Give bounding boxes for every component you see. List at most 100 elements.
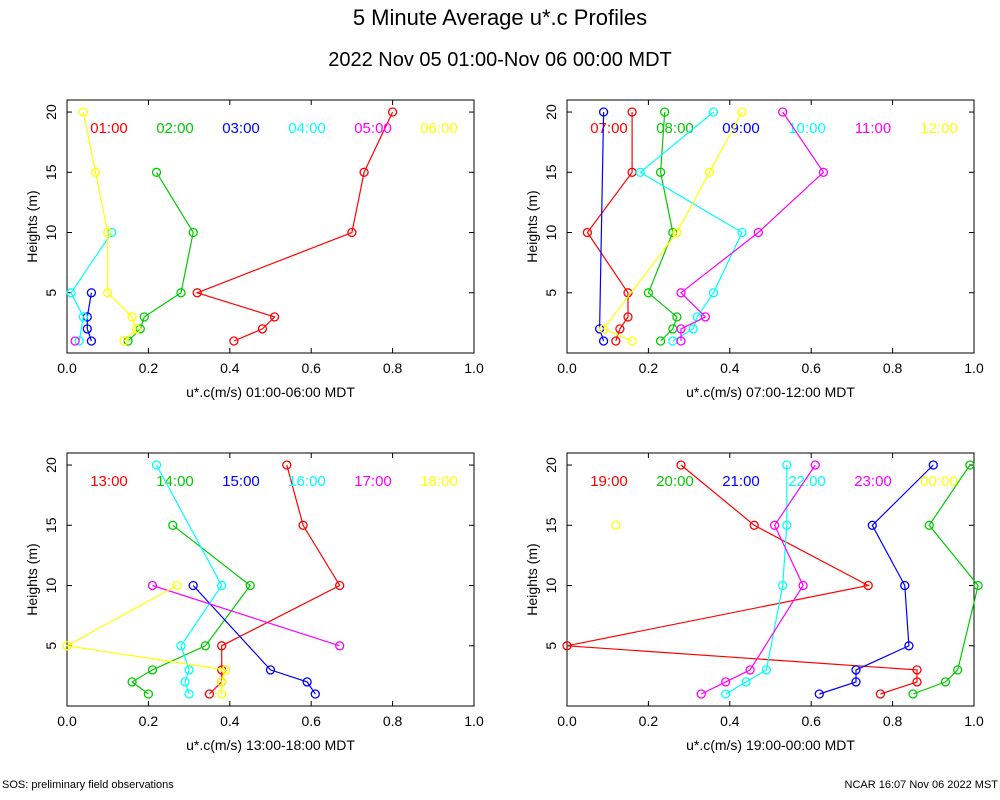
data-point <box>924 520 934 530</box>
data-point <box>912 665 922 675</box>
data-point <box>200 641 211 651</box>
series-0500 <box>70 336 80 346</box>
figure-subtitle: 2022 Nov 05 01:00-Nov 06 00:00 MDT <box>328 49 672 71</box>
data-point <box>74 336 84 346</box>
x-tick-label: 1.0 <box>964 713 984 729</box>
x-tick-label: 0.4 <box>220 360 240 376</box>
data-point <box>184 665 194 675</box>
x-tick-label: 0.0 <box>557 713 577 729</box>
data-point <box>119 336 129 346</box>
data-point <box>708 107 719 117</box>
y-tick-label: 20 <box>543 104 559 120</box>
data-point <box>598 336 609 346</box>
data-point <box>131 324 141 334</box>
data-point <box>655 336 666 346</box>
plot-frame <box>66 452 475 707</box>
legend-entry: 18:00 <box>420 473 458 490</box>
series-line <box>586 112 633 342</box>
data-point <box>782 460 792 470</box>
y-axis-label: Heights (m) <box>524 543 540 615</box>
series-line <box>195 111 394 342</box>
series-0400 <box>66 227 117 346</box>
legend-entry: 02:00 <box>156 120 194 137</box>
data-point <box>737 227 747 238</box>
y-axis-label: Heights (m) <box>24 543 40 615</box>
footer-left: SOS: preliminary field observations <box>2 779 174 791</box>
series-2100 <box>814 460 938 699</box>
data-point <box>676 288 686 298</box>
x-tick-label: 0.4 <box>720 360 740 376</box>
data-point <box>78 107 88 117</box>
legend-entry: 05:00 <box>354 120 392 137</box>
data-point <box>810 460 820 470</box>
data-point <box>973 580 983 591</box>
figure-title: 5 Minute Average u*.c Profiles <box>353 5 647 30</box>
data-point <box>778 107 788 117</box>
y-tick-label: 10 <box>43 225 59 241</box>
series-line <box>598 111 605 342</box>
data-point <box>139 312 149 322</box>
data-point <box>66 288 76 298</box>
data-point <box>753 227 763 238</box>
data-point <box>70 336 80 346</box>
data-point <box>269 312 280 322</box>
series-0000 <box>611 520 621 530</box>
data-point <box>818 167 829 177</box>
series-1800 <box>62 580 231 699</box>
data-point <box>928 460 938 470</box>
data-point <box>151 460 162 470</box>
legend-entry: 19:00 <box>590 473 628 490</box>
x-tick-label: 0.4 <box>220 713 240 729</box>
data-point <box>282 460 292 470</box>
y-tick-label: 10 <box>43 578 59 594</box>
data-point <box>62 641 72 651</box>
x-tick-label: 0.4 <box>720 713 740 729</box>
data-point <box>90 167 101 177</box>
x-tick-label: 1.0 <box>964 360 984 376</box>
data-point <box>598 324 609 334</box>
series-0100 <box>192 107 398 346</box>
data-point <box>875 689 886 699</box>
data-point <box>769 520 780 530</box>
legend-entry: 15:00 <box>222 473 260 490</box>
series-1000 <box>635 107 747 346</box>
data-point <box>867 520 877 530</box>
series-0900 <box>594 107 609 346</box>
series-line <box>602 111 743 342</box>
data-point <box>908 689 918 699</box>
data-point <box>708 288 719 298</box>
data-point <box>151 167 162 177</box>
series-line <box>912 464 979 695</box>
legend-entry: 14:00 <box>156 473 194 490</box>
data-point <box>302 677 312 687</box>
data-point <box>582 227 593 238</box>
plot-frame <box>566 452 975 707</box>
footer-right: NCAR 16:07 Nov 06 2022 MST <box>845 779 999 791</box>
data-point <box>749 520 759 530</box>
data-point <box>103 227 113 238</box>
legend-entry: 01:00 <box>90 120 128 137</box>
chart-panel-4: 0.0 0.2 0.4 0.6 0.8 1.0 5 10 15 20 u*.c(m/s) 19:00… <box>524 452 984 753</box>
data-point <box>737 107 747 117</box>
legend-entry: 23:00 <box>854 473 892 490</box>
x-tick-label: 0.6 <box>801 360 821 376</box>
data-point <box>245 580 255 591</box>
y-tick-label: 5 <box>543 289 559 297</box>
data-point <box>627 336 637 346</box>
data-point <box>143 689 154 699</box>
series-line <box>192 585 316 695</box>
data-point <box>562 641 572 651</box>
series-line <box>155 464 223 695</box>
data-point <box>184 689 194 699</box>
data-point <box>900 580 910 591</box>
chart-panel-1: 0.0 0.2 0.4 0.6 0.8 1.0 5 10 15 20 u*.c(m/s) 01:00… <box>24 99 484 400</box>
x-tick-label: 0.2 <box>139 713 159 729</box>
legend-entry: 09:00 <box>722 120 760 137</box>
data-point <box>782 520 792 530</box>
legend-entry: 03:00 <box>222 120 260 137</box>
legend-entry: 04:00 <box>288 120 326 137</box>
data-point <box>912 677 922 687</box>
x-tick-label: 0.8 <box>383 360 403 376</box>
series-0700 <box>582 107 637 346</box>
